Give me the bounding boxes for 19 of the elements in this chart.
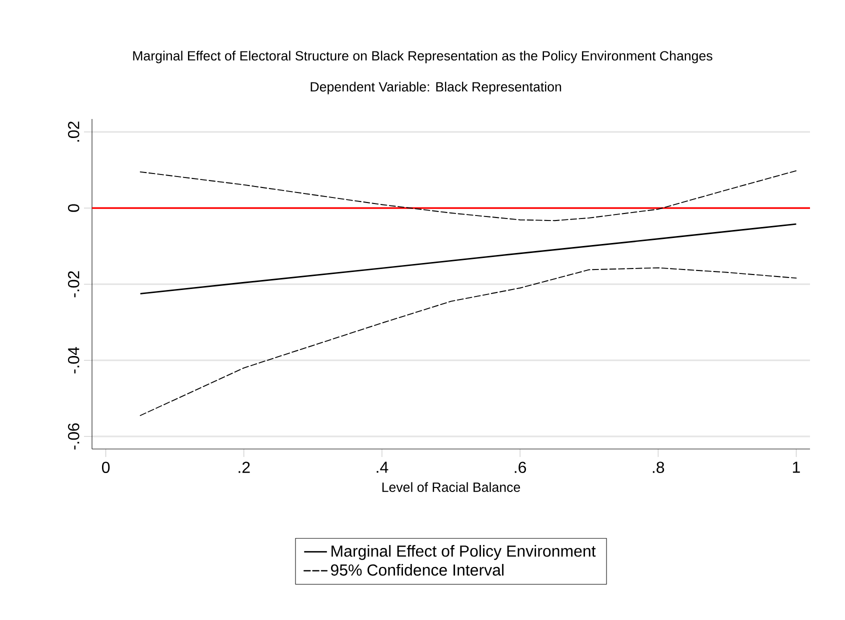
legend-label: 95% Confidence Interval xyxy=(331,564,504,576)
y-tick-label: 0 xyxy=(68,204,80,212)
x-tick-label: 0 xyxy=(102,462,110,474)
x-tick-label: 1 xyxy=(792,462,800,473)
y-tick-label: -.04 xyxy=(68,346,80,374)
x-tick-label: .2 xyxy=(238,462,250,473)
chart-subtitle: Dependent Variable: Black Representation xyxy=(310,82,562,94)
chart-title: Marginal Effect of Electoral Structure on Black Representation as the Policy Environment Changes xyxy=(133,50,712,64)
x-tick-label: .6 xyxy=(514,462,526,474)
line-series xyxy=(140,267,797,416)
x-tick-label: .4 xyxy=(376,462,388,473)
x-axis-title: Level of Racial Balance xyxy=(382,482,520,492)
y-tick-label: -.06 xyxy=(68,423,80,450)
line-series xyxy=(140,170,797,222)
line-series xyxy=(140,223,797,294)
y-tick-label: .02 xyxy=(68,122,80,142)
x-tick-label: .8 xyxy=(652,462,664,474)
legend-label: Marginal Effect of Policy Environment xyxy=(332,545,596,560)
y-tick-label: -.02 xyxy=(68,271,80,298)
